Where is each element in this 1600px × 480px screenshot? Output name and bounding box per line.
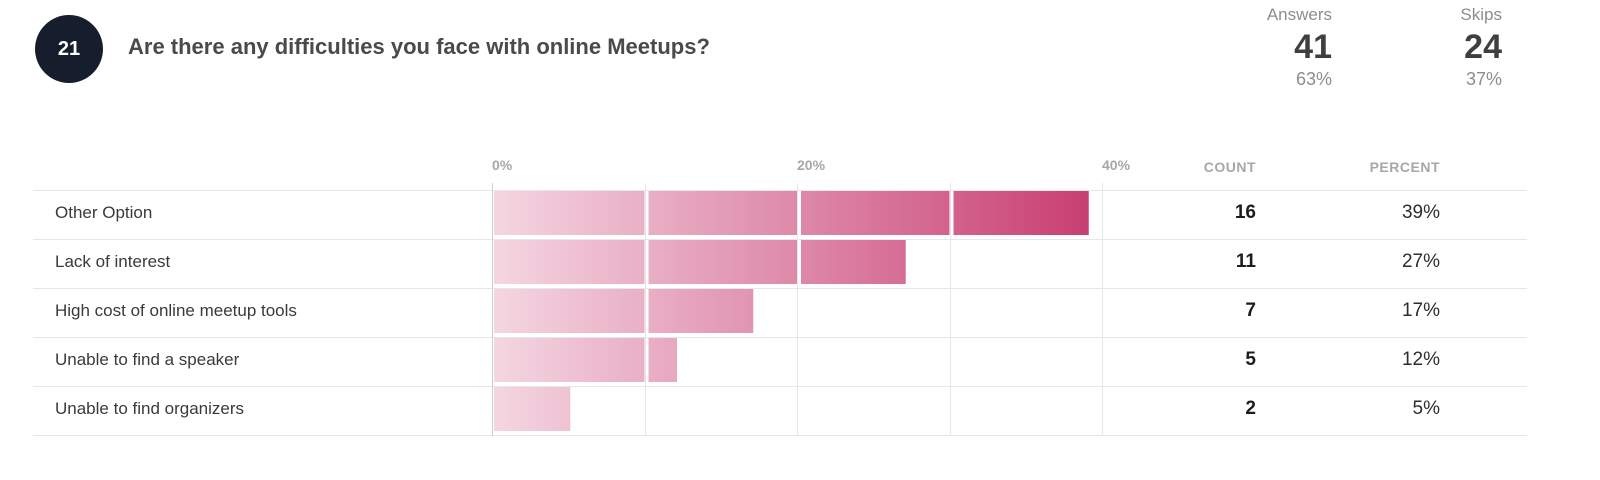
bar-segment — [494, 240, 645, 284]
count-value: 16 — [1234, 202, 1256, 223]
category-label: Other Option — [55, 203, 153, 222]
bar-segment — [953, 191, 1089, 235]
percent-column-header: PERCENT — [1369, 159, 1440, 175]
answers-stat: Answers 41 63% — [1202, 4, 1332, 90]
bar-segment — [801, 240, 906, 284]
bar — [494, 289, 754, 333]
count-value: 2 — [1245, 398, 1256, 419]
row-divider — [33, 190, 1527, 191]
gridline — [1102, 183, 1103, 436]
percent-value: 5% — [1412, 398, 1440, 419]
count-column-header: COUNT — [1203, 159, 1256, 175]
count-value: 7 — [1245, 300, 1256, 321]
question-title: Are there any difficulties you face with… — [128, 34, 710, 59]
bar — [494, 191, 1089, 235]
row-divider — [33, 288, 1527, 289]
answers-label: Answers — [1266, 5, 1332, 24]
answers-percent: 63% — [1295, 69, 1332, 89]
bar-segment — [494, 289, 645, 333]
skips-stat: Skips 24 37% — [1372, 4, 1502, 90]
x-axis-line — [492, 183, 493, 436]
percent-value: 27% — [1401, 251, 1440, 272]
row-divider — [33, 337, 1527, 338]
x-tick-label: 40% — [1102, 157, 1131, 173]
count-value: 11 — [1235, 251, 1256, 272]
question-number-badge: 21 — [35, 15, 103, 83]
bar-segment — [494, 338, 645, 382]
bar-segment — [648, 191, 797, 235]
skips-percent: 37% — [1465, 69, 1502, 89]
gridline — [797, 183, 798, 436]
gridline — [950, 183, 951, 436]
gridline — [645, 183, 646, 436]
row-divider — [33, 435, 1527, 436]
bar-segment — [494, 191, 645, 235]
row-divider — [33, 386, 1527, 387]
skips-label: Skips — [1460, 5, 1502, 24]
bar-segment — [494, 387, 571, 431]
bar-segment — [801, 191, 950, 235]
row-divider — [33, 239, 1527, 240]
category-label: Unable to find a speaker — [55, 350, 240, 369]
bar — [494, 338, 677, 382]
x-tick-label: 0% — [492, 157, 513, 173]
bar-segment — [648, 289, 754, 333]
category-label: Unable to find organizers — [55, 399, 245, 418]
category-label: High cost of online meetup tools — [55, 301, 297, 320]
answers-count: 41 — [1294, 28, 1332, 66]
count-value: 5 — [1245, 349, 1256, 370]
bar-segment — [648, 338, 677, 382]
bar — [494, 387, 571, 431]
skips-count: 24 — [1464, 28, 1502, 66]
percent-value: 17% — [1401, 300, 1440, 321]
bar-segment — [648, 240, 797, 284]
percent-value: 12% — [1401, 349, 1440, 370]
percent-value: 39% — [1401, 202, 1440, 223]
category-label: Lack of interest — [55, 252, 171, 271]
x-tick-label: 20% — [797, 157, 826, 173]
question-number: 21 — [57, 37, 81, 60]
bar — [494, 240, 906, 284]
